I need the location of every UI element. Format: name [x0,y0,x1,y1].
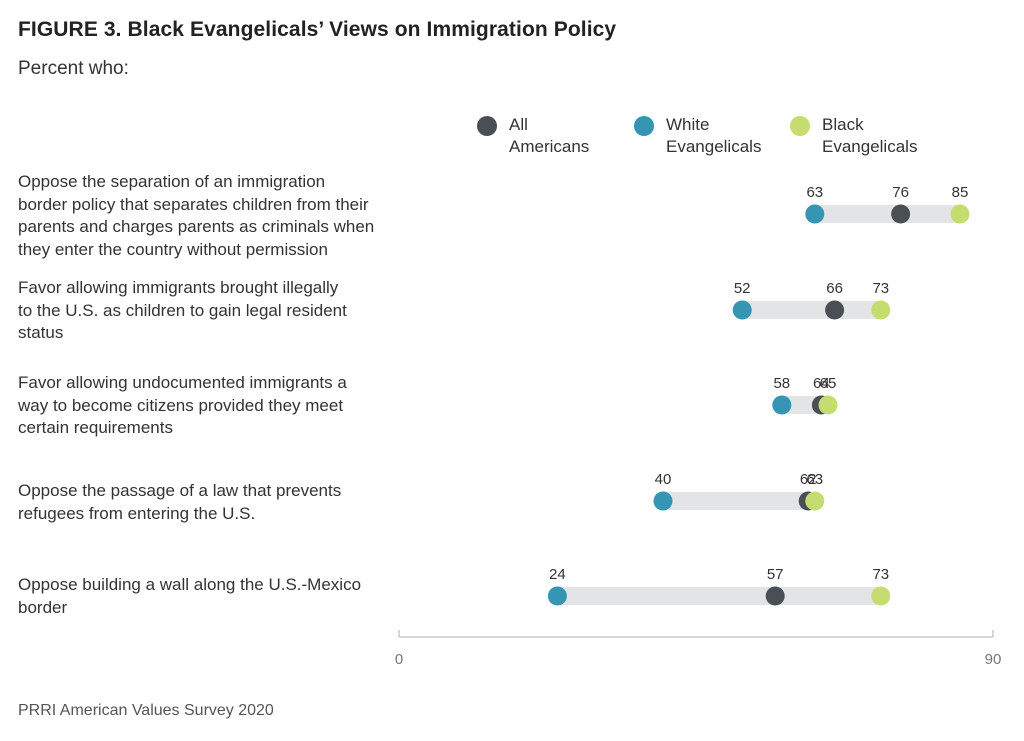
dot-black-evangelicals [950,204,970,224]
row-label: Oppose the separation of an immigration b… [18,172,375,259]
dot-white-evangelicals [805,204,825,224]
value-label: 62 [800,471,817,488]
legend-label-black-evangelicals: Black Evangelicals [822,115,918,156]
range-bar [742,301,881,319]
legend-item-black-evangelicals: Black Evangelicals [790,114,952,158]
value-label: 73 [872,280,889,297]
x-tick-label: 0 [395,651,403,668]
dot-white-evangelicals [653,491,673,511]
x-tick-label: 90 [985,651,1002,668]
range-bar [557,587,881,605]
value-label: 76 [892,184,909,201]
dot-black-evangelicals [818,395,838,415]
dot-all-americans [891,204,911,224]
row-label: Favor allowing undocumented immigrants a… [18,373,347,437]
legend-item-white-evangelicals: White Evangelicals [634,114,796,158]
value-label: 63 [806,471,823,488]
legend-dot-black-evangelicals [790,116,810,136]
row-label: Favor allowing immigrants brought illega… [18,278,347,342]
legend-label-white-evangelicals: White Evangelicals [666,115,762,156]
value-label: 73 [872,566,889,583]
legend-item-all-americans: All Americans [477,114,639,158]
row-label: Oppose building a wall along the U.S.-Me… [18,575,362,617]
dot-black-evangelicals [805,491,825,511]
dot-all-americans [825,300,845,320]
source-note: PRRI American Values Survey 2020 [18,702,274,719]
value-label: 58 [773,375,790,392]
dot-black-evangelicals [871,300,891,320]
legend-label-all-americans: All Americans [509,115,590,156]
legend-dot-all-americans [477,116,497,136]
value-label: 40 [655,471,672,488]
range-bar [663,492,815,510]
value-label: 24 [549,566,566,583]
value-label: 85 [952,184,969,201]
chart-title: FIGURE 3. Black Evangelicals’ Views on I… [18,18,617,41]
dot-white-evangelicals [772,395,792,415]
range-bar [814,205,960,223]
value-label: 66 [826,280,843,297]
value-label: 64 [813,375,830,392]
row-label: Oppose the passage of a law that prevent… [18,481,342,523]
chart-subtitle: Percent who: [18,58,129,79]
dot-black-evangelicals [871,586,891,606]
value-label: 52 [734,280,751,297]
dot-white-evangelicals [732,300,752,320]
dot-all-americans [765,586,785,606]
dot-white-evangelicals [547,586,567,606]
legend-dot-white-evangelicals [634,116,654,136]
value-label: 63 [806,184,823,201]
value-label: 57 [767,566,784,583]
value-label: 65 [820,375,837,392]
